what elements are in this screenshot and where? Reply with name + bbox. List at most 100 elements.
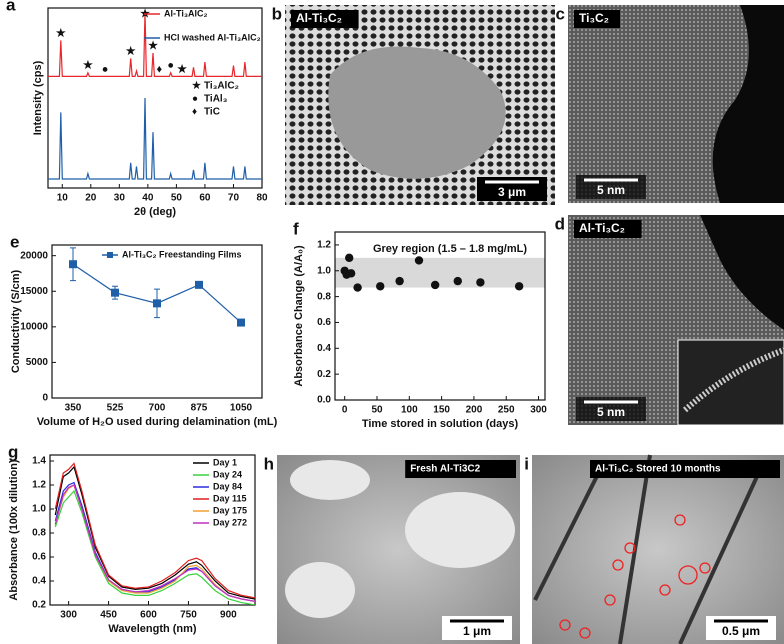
data-point <box>395 276 404 286</box>
marker-legend-label: TiAl₃ <box>204 94 228 105</box>
y-tick-label: 0.2 <box>32 600 46 611</box>
x-tick-label: 300 <box>60 610 77 621</box>
y-tick-label: 1.0 <box>32 504 46 515</box>
series-line <box>48 97 262 180</box>
y-tick-label: 1.4 <box>32 456 46 467</box>
x-tick-label: 900 <box>220 610 237 621</box>
y-tick-label: 1.2 <box>317 240 331 251</box>
x-tick-label: 450 <box>100 610 117 621</box>
series-line <box>48 11 262 77</box>
x-tick-label: 50 <box>371 405 383 416</box>
panel-d <box>568 215 784 426</box>
y-tick-label: 0.8 <box>32 528 46 539</box>
y-axis-label: Conductivity (S/cm) <box>10 270 22 374</box>
x-tick-label: 100 <box>401 405 418 416</box>
x-tick-label: 525 <box>107 403 124 414</box>
legend-label: Al-Ti₃AlC₂ <box>164 8 208 18</box>
band <box>335 257 545 288</box>
peak-marker: ● <box>102 63 109 75</box>
y-tick-label: 0.2 <box>317 369 331 380</box>
x-tick-label: 50 <box>171 193 183 204</box>
panel-letter: d <box>555 214 565 233</box>
hole <box>290 460 370 500</box>
x-tick-label: 30 <box>114 193 126 204</box>
image-label: Al-Ti₃C₂ Stored 10 months <box>595 464 721 475</box>
legend-label: Day 24 <box>213 469 242 479</box>
peak-marker: ★ <box>56 27 66 39</box>
legend-label: HCl washed Al-Ti₃AlC₂ <box>164 32 261 42</box>
x-tick-label: 70 <box>228 193 240 204</box>
data-point <box>453 276 462 286</box>
legend-label: Day 175 <box>213 505 247 515</box>
peak-marker: ★ <box>83 60 93 72</box>
legend-label: Day 272 <box>213 517 247 527</box>
peak-marker: ● <box>167 60 174 72</box>
x-tick-label: 20 <box>85 193 97 204</box>
y-tick-label: 15000 <box>20 286 48 297</box>
panel-letter: e <box>10 232 19 251</box>
y-axis-label: Intensity (cps) <box>32 60 44 135</box>
y-axis-label: Absorbance (100x dilution) <box>8 459 20 601</box>
panel-letter: a <box>6 0 16 14</box>
y-tick-label: 0.4 <box>317 343 331 354</box>
image-label-bg <box>405 460 516 478</box>
x-tick-label: 60 <box>199 193 211 204</box>
x-axis-label: Time stored in solution (days) <box>362 418 519 430</box>
x-tick-label: 250 <box>498 405 515 416</box>
series-line <box>54 465 255 600</box>
y-tick-label: 5000 <box>26 357 49 368</box>
defect-circles <box>559 514 711 639</box>
marker-legend-label: TiC <box>204 107 220 118</box>
data-point <box>430 280 440 290</box>
vacuum <box>712 5 784 203</box>
x-tick-label: 10 <box>57 193 69 204</box>
panel-letter: f <box>293 219 299 238</box>
x-tick-label: 200 <box>466 405 483 416</box>
data-point <box>195 280 203 289</box>
image-label-bg <box>574 10 620 28</box>
data-point <box>345 253 354 263</box>
data-point <box>153 299 161 308</box>
y-tick-label: 1.2 <box>32 480 46 491</box>
inset <box>677 339 784 426</box>
tem-image <box>532 455 784 644</box>
x-tick-label: 40 <box>142 193 154 204</box>
peak-marker: ♦ <box>156 63 162 75</box>
scale-bar-label: 3 μm <box>498 185 526 199</box>
x-tick-label: 1050 <box>230 403 253 414</box>
panel-letter: i <box>524 454 529 473</box>
image-label-bg <box>291 10 359 28</box>
data-point <box>353 283 362 292</box>
x-tick-label: 750 <box>180 610 197 621</box>
x-tick-label: 0 <box>342 405 348 416</box>
image-label: Al-Ti₃C₂ <box>579 221 625 235</box>
data-point <box>514 282 524 291</box>
data-point <box>476 278 485 287</box>
panel-letter: b <box>272 4 282 23</box>
y-tick-label: 20000 <box>20 250 48 261</box>
y-tick-label: 1.0 <box>317 265 331 276</box>
y-axis-label: Absorbance Change (A/A₀) <box>293 245 305 387</box>
hole <box>405 492 515 568</box>
x-axis-label: 2θ (deg) <box>134 206 176 218</box>
series-line <box>54 462 255 599</box>
inset-lattice <box>683 347 784 413</box>
peak-marker: ★ <box>177 63 187 75</box>
x-tick-label: 350 <box>65 403 82 414</box>
scale-bar-label: 5 nm <box>597 183 625 197</box>
x-tick-label: 600 <box>140 610 157 621</box>
panel-letter: h <box>264 454 274 473</box>
marker-legend-label: Ti₃AlC₂ <box>204 81 239 92</box>
data-point <box>69 260 77 269</box>
x-tick-label: 150 <box>433 405 450 416</box>
band-label: Grey region (1.5 – 1.8 mg/mL) <box>373 243 527 255</box>
image-label: Ti₃C₂ <box>579 11 609 25</box>
y-tick-label: 0.6 <box>32 552 46 563</box>
axes-frame <box>334 231 546 401</box>
data-point <box>376 282 385 291</box>
image-label-bg <box>574 220 642 238</box>
panel-letter: c <box>556 4 565 23</box>
legend-label: Al-Ti₃C₂ Freestanding Films <box>122 249 242 259</box>
peak-marker: ★ <box>126 45 136 57</box>
